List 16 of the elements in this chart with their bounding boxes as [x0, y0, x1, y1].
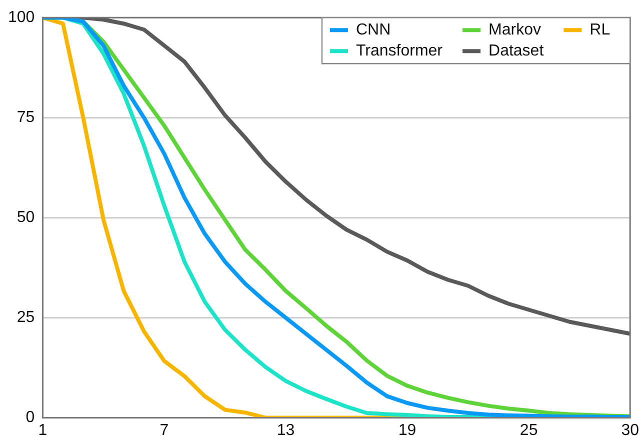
legend-label: Transformer: [356, 42, 444, 60]
legend-label: Markov: [488, 22, 541, 39]
legend-label: Dataset: [488, 42, 544, 60]
y-tick-label: 25: [16, 309, 35, 326]
x-tick-label: 7: [160, 422, 169, 439]
y-tick-label: 0: [26, 409, 35, 426]
x-tick-label: 25: [520, 422, 538, 439]
legend-label: CNN: [356, 22, 391, 39]
y-tick-label: 75: [16, 109, 35, 126]
x-tick-label: 13: [276, 422, 295, 439]
x-tick-label: 19: [398, 422, 416, 439]
x-tick-label: 1: [38, 422, 48, 439]
x-tick-label: 30: [621, 422, 640, 439]
legend-label: RL: [590, 22, 610, 39]
y-tick-label: 100: [8, 9, 35, 26]
y-tick-label: 50: [16, 209, 35, 226]
